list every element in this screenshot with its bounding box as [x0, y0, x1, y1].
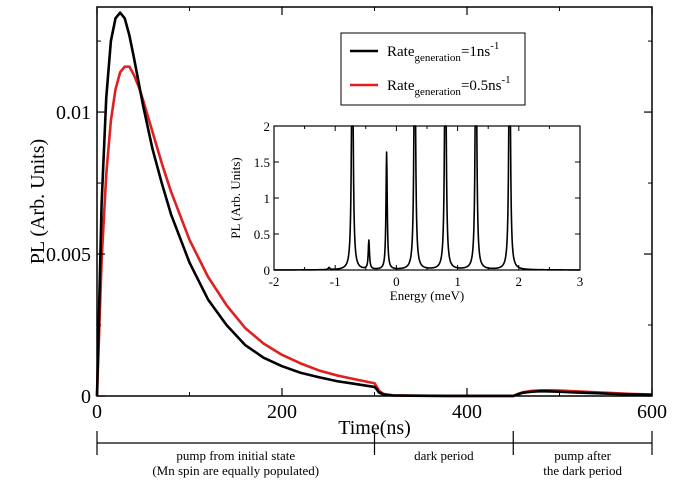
inset-x-tick-label: 0 [393, 274, 400, 289]
inset-y-tick-label: 1 [264, 191, 271, 206]
main-y-tick-label: 0 [81, 386, 91, 408]
annotation-label-2-line2: the dark period [543, 463, 622, 478]
main-x-tick-label: 0 [92, 401, 102, 423]
inset-x-tick-label: 2 [516, 274, 523, 289]
main-x-tick-label: 400 [452, 401, 482, 423]
inset-spectrum-line [273, 125, 581, 271]
main-y-axis-label: PL (Arb. Units) [27, 139, 49, 264]
period-annotation: pump from initial state(Mn spin are equa… [96, 431, 653, 478]
inset-x-tick-label: -1 [330, 274, 341, 289]
inset-series-group [273, 125, 581, 271]
inset-plot: -2 -1 0 1 2 3 0 0.5 1 1.5 2 Energy (meV) PL (Arb. … [228, 119, 583, 303]
inset-y-tick-label: 0 [264, 263, 271, 278]
main-x-tick-label: 200 [267, 401, 297, 423]
inset-x-tick-label: -2 [269, 274, 280, 289]
annotation-label-1-line1: dark period [414, 448, 474, 463]
annotation-label-0-line2: (Mn spin are equally populated) [152, 463, 319, 478]
legend: Rategeneration=1ns-1 Rategeneration=0.5ns… [340, 32, 526, 106]
main-y-tick-label: 0.005 [46, 244, 91, 266]
inset-y-tick-label: 2 [264, 119, 271, 134]
main-y-tick-label: 0.01 [56, 102, 91, 124]
inset-x-tick-label: 1 [454, 274, 461, 289]
inset-y-tick-label: 1.5 [254, 155, 270, 170]
annotation-label-2-line1: pump after [554, 448, 611, 463]
inset-x-tick-label: 3 [577, 274, 584, 289]
legend-label-0: Rategeneration=1ns-1 [387, 40, 499, 64]
legend-box [340, 32, 526, 106]
main-x-tick-label: 600 [637, 401, 667, 423]
inset-axis-ticks: -2 -1 0 1 2 3 0 0.5 1 1.5 2 [254, 119, 584, 289]
legend-label-1: Rategeneration=0.5ns-1 [387, 74, 511, 98]
main-x-axis-label: Time(ns) [338, 417, 411, 439]
inset-y-tick-label: 0.5 [254, 227, 270, 242]
inset-background [274, 126, 580, 270]
main-series-line-0 [95, 11, 653, 398]
inset-y-axis-label: PL (Arb. Units) [228, 157, 243, 239]
main-series-group [95, 11, 653, 398]
annotation-label-0-line1: pump from initial state [176, 448, 295, 463]
inset-x-axis-label: Energy (meV) [390, 288, 464, 303]
